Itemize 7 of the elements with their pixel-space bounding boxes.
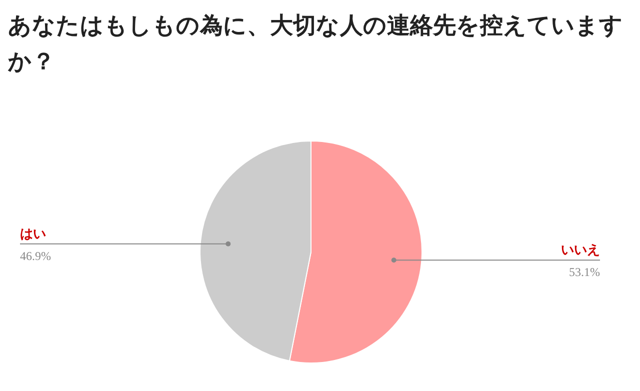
data-label: 46.9%: [20, 248, 51, 263]
chart-title: あなたはもしもの為に、大切な人の連絡先を控えていますか？: [8, 12, 623, 77]
pie-slice: [289, 140, 422, 364]
slice-label: いいえ: [561, 243, 600, 258]
data-label: 53.1%: [569, 265, 600, 280]
pie-slice: [200, 140, 312, 362]
slice-label: はい: [20, 226, 46, 242]
